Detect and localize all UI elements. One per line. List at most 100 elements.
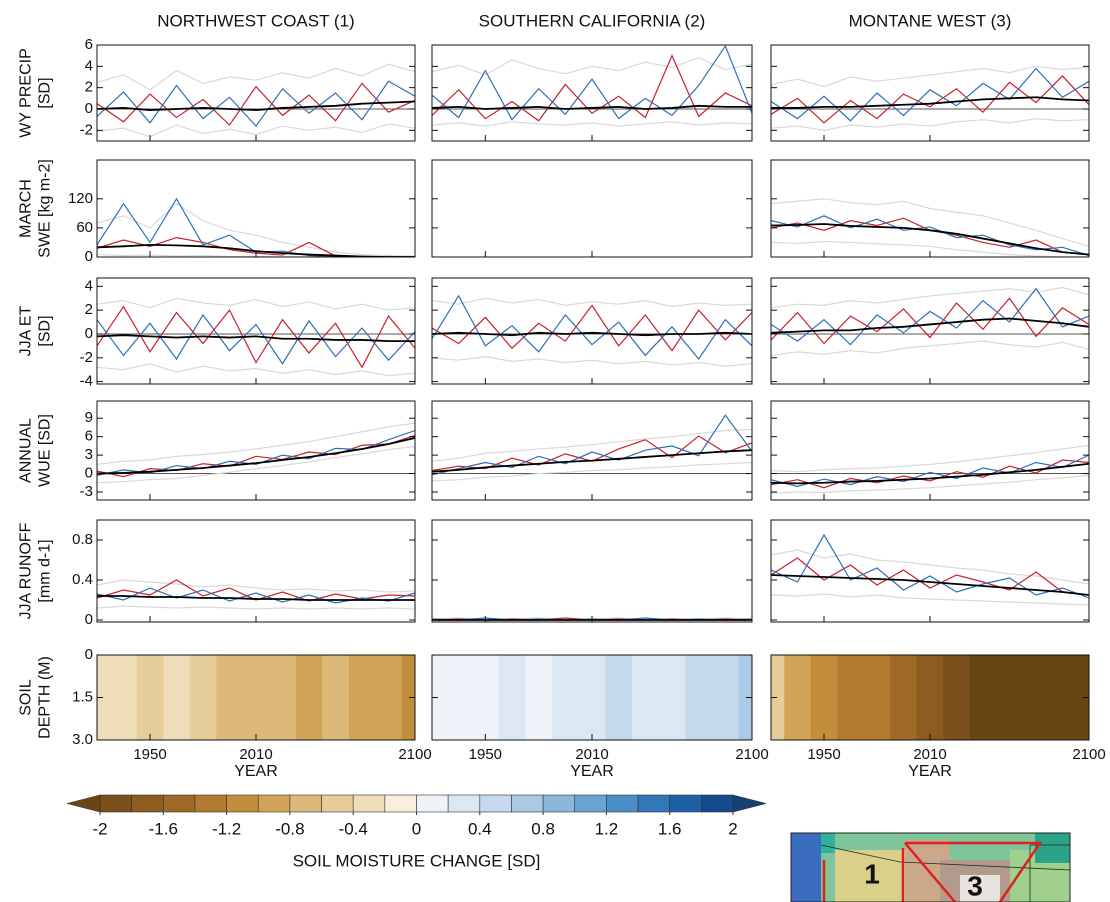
y-tick-label: 0.4: [72, 571, 93, 588]
y-tick-label: 2: [85, 301, 93, 318]
row-label: [mm d-1]: [37, 539, 54, 602]
panel-frame: [96, 159, 416, 258]
series-line: [771, 297, 1089, 345]
y-tick-label: 0.8: [72, 531, 93, 548]
soil-moisture-cell: [348, 655, 376, 740]
soil-moisture-cell: [890, 655, 918, 740]
soil-moisture-cell: [189, 655, 217, 740]
panel: [770, 400, 1090, 501]
panel: 0 60 120 MARCH SWE [kg m-2]: [18, 159, 416, 265]
series-line: [771, 286, 1089, 309]
y-tick-label: 9: [85, 409, 93, 426]
series-line: [97, 445, 415, 484]
row-label: MARCH: [18, 179, 35, 238]
map-region: [960, 875, 1000, 902]
y-tick-label: 4: [85, 277, 93, 294]
series-line: [432, 414, 752, 476]
panel: [431, 277, 753, 385]
series-line: [97, 595, 415, 601]
soil-moisture-cell: [969, 655, 997, 740]
row-label: [SD]: [37, 315, 54, 346]
map-label: 1: [864, 858, 880, 889]
soil-moisture-cell: [1049, 655, 1077, 740]
soil-moisture-cell: [578, 655, 606, 740]
colorbar-extend-low: [66, 794, 101, 813]
column-title: MONTANE WEST (3): [849, 11, 1012, 30]
soil-moisture-cell: [401, 655, 416, 740]
panel: 0 0.4 0.8 JJA RUNOFF [mm d-1]: [18, 519, 416, 628]
y-tick-label: 3.0: [72, 731, 93, 748]
series-line: [97, 305, 415, 369]
series-line: [771, 287, 1089, 346]
panel-frame: [431, 277, 753, 385]
series-line: [432, 297, 752, 308]
series-line: [97, 587, 415, 604]
panel-frame: [96, 400, 416, 501]
series-line: [771, 75, 1089, 124]
soil-moisture-cell: [432, 655, 446, 740]
series-line: [771, 67, 1089, 122]
panel-frame: [431, 400, 753, 501]
panel-frame: [431, 44, 753, 142]
row-label: ANNUAL: [18, 418, 35, 483]
y-tick-label: 120: [68, 190, 93, 207]
series-line: [771, 317, 1089, 334]
series-line: [97, 605, 415, 610]
panel: 1950 2010 2100 YEAR: [770, 654, 1106, 780]
soil-moisture-cell: [97, 655, 111, 740]
map-coast: [821, 833, 835, 853]
series-line: [97, 80, 415, 128]
soil-moisture-cell: [295, 655, 323, 740]
x-tick-label: 1950: [469, 746, 502, 763]
map-region: [1035, 833, 1070, 863]
colorbar-bin: [194, 794, 227, 813]
y-tick-label: -3: [80, 483, 93, 500]
colorbar-title: SOIL MOISTURE CHANGE [SD]: [293, 851, 541, 870]
series-line: [97, 363, 415, 377]
y-tick-label: 4: [85, 57, 93, 74]
soil-moisture-cell: [771, 655, 785, 740]
soil-moisture-cell: [498, 655, 526, 740]
soil-moisture-cell: [269, 655, 297, 740]
row-label: JJA ET: [18, 305, 35, 356]
map-frame: [790, 832, 1071, 902]
colorbar-tick-label: 0.8: [531, 819, 555, 838]
row-label: [SD]: [37, 77, 54, 108]
soil-moisture-cell: [472, 655, 500, 740]
series-line: [771, 549, 1089, 585]
soil-moisture-cell: [996, 655, 1024, 740]
colorbar-tick-label: -1.2: [212, 819, 241, 838]
colorbar-tick-label: -1.6: [149, 819, 178, 838]
series-line: [432, 356, 752, 367]
panel-frame: [770, 519, 1090, 623]
panel: [770, 519, 1090, 623]
panel: 1950 2010 2100 YEAR: [431, 654, 769, 780]
map-border: [820, 844, 1070, 871]
row-label: SOIL: [18, 679, 35, 716]
row-label: SWE [kg m-2]: [37, 159, 54, 258]
colorbar-bin: [606, 794, 639, 813]
row-label: WY PRECIP: [18, 48, 35, 138]
series-line: [97, 313, 415, 365]
y-tick-label: -2: [80, 121, 93, 138]
y-tick-label: 6: [85, 36, 93, 53]
colorbar-extend-high: [732, 794, 767, 813]
x-axis-title: YEAR: [908, 763, 952, 780]
y-tick-label: 0: [85, 465, 93, 482]
colorbar-tick-label: 1.2: [595, 819, 619, 838]
y-tick-label: 0: [85, 325, 93, 342]
colorbar-bin: [637, 794, 670, 813]
panel: 0 1.5 3.0 1950 2010 2100 YEAR SOIL DEPTH (M): [18, 646, 432, 780]
map-label: 3: [967, 870, 983, 901]
colorbar-bin: [416, 794, 449, 813]
panel-frame: [431, 519, 753, 623]
series-line: [432, 57, 752, 76]
series-line: [432, 121, 752, 127]
series-line: [432, 428, 752, 462]
map-region-outline: [904, 842, 956, 902]
y-tick-label: 3: [85, 446, 93, 463]
y-tick-label: 2: [85, 79, 93, 96]
series-line: [97, 197, 415, 257]
series-line: [771, 65, 1089, 88]
